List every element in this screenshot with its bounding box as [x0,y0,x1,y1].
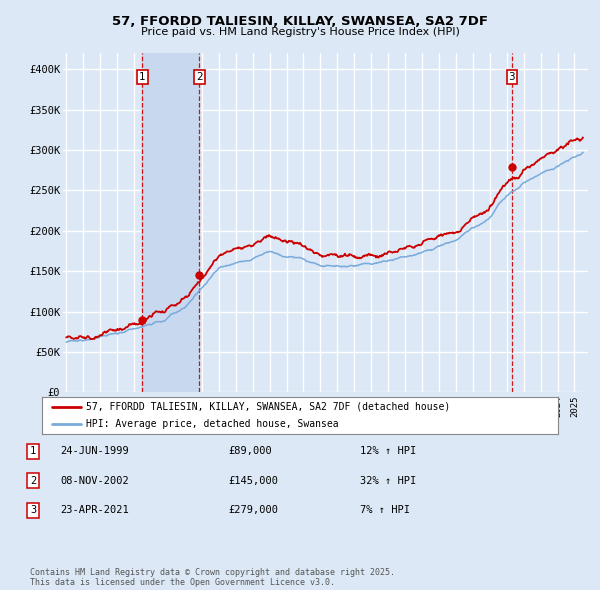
Text: Price paid vs. HM Land Registry's House Price Index (HPI): Price paid vs. HM Land Registry's House … [140,27,460,37]
Bar [142,53,199,392]
Text: 24-JUN-1999: 24-JUN-1999 [60,447,129,456]
Text: 3: 3 [30,506,36,515]
Text: 2: 2 [30,476,36,486]
Text: 08-NOV-2002: 08-NOV-2002 [60,476,129,486]
Text: £279,000: £279,000 [228,506,278,515]
Text: 12% ↑ HPI: 12% ↑ HPI [360,447,416,456]
Text: £89,000: £89,000 [228,447,272,456]
Text: 23-APR-2021: 23-APR-2021 [60,506,129,515]
Text: £145,000: £145,000 [228,476,278,486]
Text: 2: 2 [196,73,203,83]
Text: 1: 1 [30,447,36,456]
Text: 57, FFORDD TALIESIN, KILLAY, SWANSEA, SA2 7DF (detached house): 57, FFORDD TALIESIN, KILLAY, SWANSEA, SA… [86,402,450,412]
Text: 3: 3 [509,73,515,83]
Text: 57, FFORDD TALIESIN, KILLAY, SWANSEA, SA2 7DF: 57, FFORDD TALIESIN, KILLAY, SWANSEA, SA… [112,15,488,28]
Text: 1: 1 [139,73,146,83]
Text: 32% ↑ HPI: 32% ↑ HPI [360,476,416,486]
Text: Contains HM Land Registry data © Crown copyright and database right 2025.
This d: Contains HM Land Registry data © Crown c… [30,568,395,587]
Text: 7% ↑ HPI: 7% ↑ HPI [360,506,410,515]
Text: HPI: Average price, detached house, Swansea: HPI: Average price, detached house, Swan… [86,419,338,429]
